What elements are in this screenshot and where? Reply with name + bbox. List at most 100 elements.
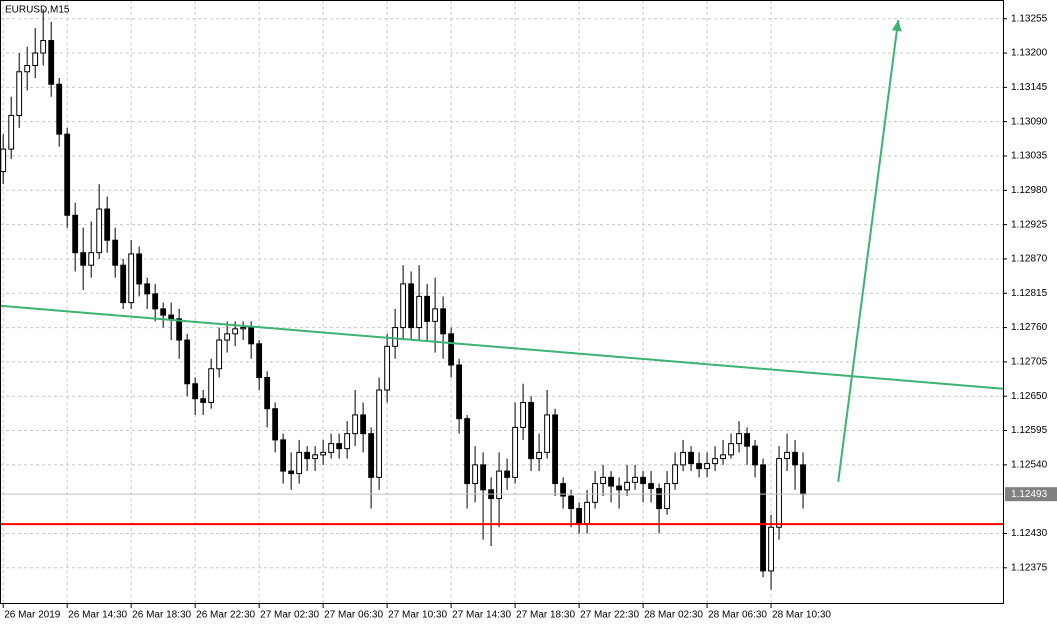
candle-body [440,308,447,335]
candle-body [752,445,758,466]
candle-body [464,418,471,485]
candle-body [16,71,23,116]
y-tick-label: 1.12595 [1011,425,1048,436]
candle-body [536,451,542,460]
candle-body [120,264,127,304]
candle-body [64,133,71,216]
y-tick-label: 1.13200 [1011,48,1048,59]
y-tick-label: 1.12650 [1011,391,1048,402]
candle-body [312,454,319,460]
y-tick-label: 1.12430 [1011,528,1048,539]
candle-body [392,327,399,347]
candle-body [768,526,774,572]
candle-body [544,414,550,453]
candle-body [712,458,718,465]
candle-body [176,318,183,341]
candle-body [344,433,351,450]
current-price-label: 1.12493 [1011,489,1048,500]
candle-body [360,414,367,435]
candle-body [128,253,135,304]
drawn-line [0,304,1004,390]
x-tick-label: 27 Mar 02:30 [260,610,319,621]
candle-body [472,464,479,485]
candle-body [272,408,279,441]
candle-body [80,252,87,266]
candle-body [456,364,463,420]
candle-body [600,476,606,485]
candle-body [624,481,630,491]
candle-body [32,52,39,67]
candle-body [416,295,423,329]
candle-body [216,339,223,370]
y-tick-label: 1.12815 [1011,288,1048,299]
candle-body [336,443,343,450]
candle-body [664,483,670,510]
candle-body [184,339,191,385]
candle-body [408,283,415,329]
y-tick-label: 1.12980 [1011,185,1048,196]
candle-body [448,333,455,366]
candle-body [512,426,518,478]
grid-layer [0,0,1003,604]
candle-body [704,463,710,470]
candle-body [760,464,766,572]
current-price-box [1005,487,1057,502]
arrow-line [837,19,900,482]
candle-body [688,451,694,465]
candle-body [800,464,806,495]
x-tick-label: 26 Mar 18:30 [132,610,191,621]
y-tick-label: 1.13145 [1011,82,1048,93]
candle-body [264,377,271,410]
candle-body [24,65,31,73]
axis-layer: 1.13255 1.13200 1.13145 1.13090 1.13035 1.129… [2,13,1057,621]
candle-body [224,333,231,341]
candle-body [720,454,726,460]
candle-body [432,308,439,322]
candle-body [520,401,526,428]
candle-body [88,252,95,266]
candle-body [656,488,662,510]
candle-body [776,458,782,528]
x-tick-label: 27 Mar 22:30 [580,610,639,621]
x-tick-label: 26 Mar 2019 [4,610,61,621]
plot-layer [0,9,1004,590]
y-tick-label: 1.13090 [1011,116,1048,127]
y-tick-label: 1.12375 [1011,562,1048,573]
y-tick-label: 1.12540 [1011,459,1048,470]
candle-body [376,389,383,478]
x-tick-label: 26 Mar 22:30 [196,610,255,621]
chart-title: EURUSD,M15 [5,5,70,16]
candle-body [232,328,239,335]
candle-body [248,327,255,345]
y-tick-label: 1.12870 [1011,254,1048,265]
candle-body [8,114,15,150]
candle-body [40,40,47,54]
plot-frame [0,0,1004,604]
candle-body [296,451,303,475]
candle-body [648,483,654,490]
candle-body [576,508,582,525]
candle-body [72,214,79,254]
y-tick-label: 1.12760 [1011,322,1048,333]
candle-body [632,476,638,483]
candle-body [368,433,375,478]
candle-body [144,283,151,295]
x-tick-label: 28 Mar 02:30 [644,610,703,621]
candle-body [96,208,103,254]
candle-body [568,495,574,510]
y-tick-label: 1.13255 [1011,13,1048,24]
candle-body [136,253,143,285]
x-tick-label: 26 Mar 14:30 [68,610,127,621]
candle-body [240,327,247,330]
candle-body [384,345,391,391]
candle-body [280,439,287,472]
candle-body [696,463,702,470]
candle-body [0,148,7,173]
candle-body [680,451,686,466]
candle-body [192,383,199,400]
candle-body [200,398,207,403]
candle-body [480,464,487,491]
x-tick-label: 27 Mar 06:30 [324,610,383,621]
